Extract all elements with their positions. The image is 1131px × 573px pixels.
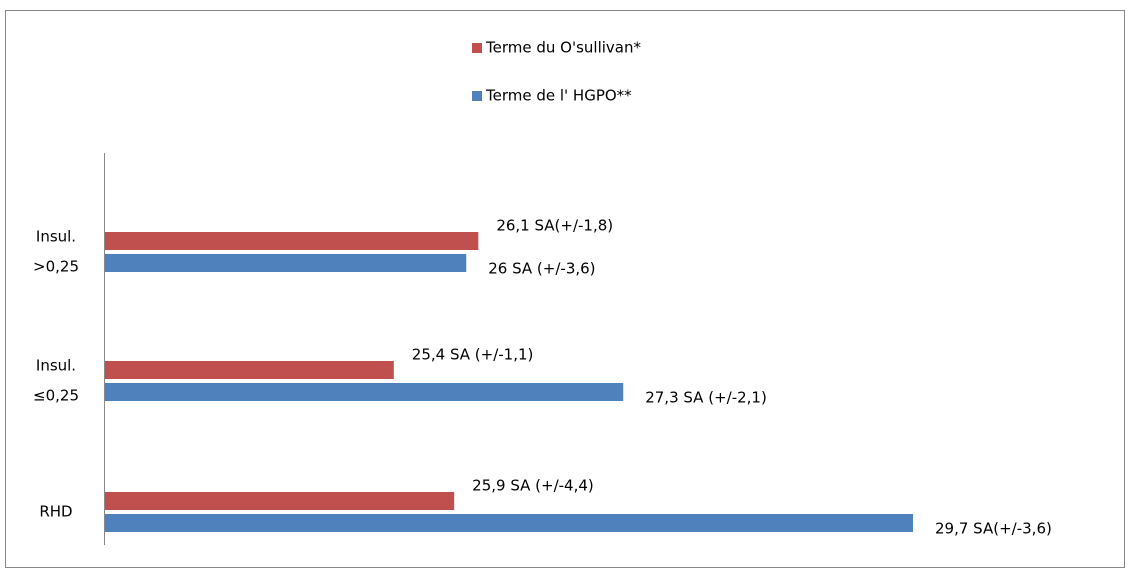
y-tick-label: >0,25 [33,258,79,276]
data-label: 26,1 SA(+/-1,8) [496,217,613,235]
bar [105,514,914,532]
chart-border [5,10,1125,568]
legend-swatch [472,91,482,101]
y-tick-label: RHD [39,503,72,521]
bar [105,492,455,510]
data-label: 26 SA (+/-3,6) [488,260,595,278]
data-label: 29,7 SA(+/-3,6) [935,520,1052,538]
data-label: 25,9 SA (+/-4,4) [472,477,594,495]
legend-label: Terme de l' HGPO** [485,87,632,105]
legend-swatch [472,43,482,53]
bar [105,254,467,272]
y-tick-label: Insul. [36,228,76,246]
data-label: 25,4 SA (+/-1,1) [412,346,534,364]
legend-label: Terme du O'sullivan* [485,39,641,57]
y-tick-label: ≤0,25 [33,387,79,405]
y-tick-label: Insul. [36,357,76,375]
bar [105,361,394,379]
bar [105,383,624,401]
data-label: 27,3 SA (+/-2,1) [645,389,767,407]
bar [105,232,479,250]
